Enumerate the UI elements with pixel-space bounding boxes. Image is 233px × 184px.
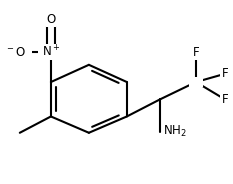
Text: NH$_2$: NH$_2$ [163,124,186,139]
Bar [38,45,64,59]
Text: F: F [221,93,228,106]
Bar [44,13,58,26]
Text: $^-$O: $^-$O [5,46,26,59]
Text: F: F [221,67,228,80]
Text: N$^+$: N$^+$ [42,45,60,60]
Bar [189,77,203,87]
Bar [5,45,32,59]
Text: F: F [193,46,199,59]
Text: O: O [46,13,55,26]
